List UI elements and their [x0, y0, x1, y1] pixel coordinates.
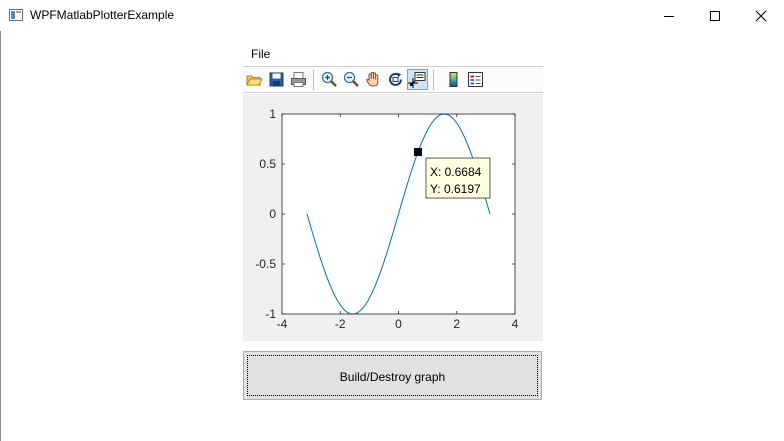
pan-button[interactable] [364, 70, 383, 89]
zoom-in-icon [321, 71, 337, 87]
title-bar[interactable]: WPFMatlabPlotterExample [0, 0, 784, 31]
toolbar-separator [313, 70, 314, 90]
app-window-icon [9, 9, 23, 21]
zoom-out-icon [343, 71, 359, 87]
datatip-marker[interactable] [413, 148, 422, 157]
print-icon [291, 72, 306, 87]
pan-hand-icon [366, 71, 379, 87]
series-line[interactable] [306, 113, 491, 315]
x-tick-label: 2 [453, 317, 460, 331]
axes-box [281, 113, 516, 315]
save-icon [269, 72, 284, 87]
toolbar-separator [433, 70, 434, 90]
window-title: WPFMatlabPlotterExample [30, 8, 175, 22]
save-button[interactable] [267, 70, 286, 89]
colorbar-icon [449, 72, 458, 87]
close-icon [755, 10, 767, 22]
x-tick-label: 0 [395, 317, 402, 331]
datatip-box[interactable] [425, 157, 491, 199]
zoom-out-button[interactable] [342, 70, 361, 89]
y-tick-label: 0 [269, 207, 276, 221]
colorbar-button[interactable] [444, 70, 463, 89]
legend-icon [468, 72, 483, 87]
minimize-button[interactable] [646, 0, 692, 31]
maximize-button[interactable] [692, 0, 738, 31]
tick-labels: -4 -2 0 2 4 -1 -0.5 0 0.5 1 [255, 107, 518, 331]
close-button[interactable] [738, 0, 784, 31]
datatip[interactable]: X: 0.6684 Y: 0.6197 [413, 148, 491, 199]
y-tick-label: -1 [265, 307, 276, 321]
menu-file[interactable]: File [251, 47, 271, 61]
rotate-3d-icon [389, 72, 402, 86]
x-tick-label: -2 [335, 317, 346, 331]
maximize-icon [710, 11, 720, 21]
line-plot[interactable]: -4 -2 0 2 4 -1 -0.5 0 0.5 1 X: 0.6684 Y: 0.6197 [243, 94, 543, 341]
focus-rectangle [247, 355, 538, 396]
zoom-in-button[interactable] [320, 70, 339, 89]
rotate-3d-button[interactable] [386, 70, 405, 89]
y-tick-label: 1 [269, 107, 276, 121]
build-destroy-graph-button[interactable]: Build/Destroy graph [243, 351, 542, 400]
datatip-y-value: Y: 0.6197 [430, 182, 481, 196]
build-destroy-graph-label: Build/Destroy graph [339, 370, 446, 384]
figure-toolbar [243, 66, 543, 93]
matlab-figure-host: File [243, 44, 543, 341]
x-tick-label: 4 [512, 317, 519, 331]
y-tick-label: 0.5 [259, 157, 276, 171]
y-tick-label: -0.5 [255, 257, 276, 271]
open-button[interactable] [245, 70, 264, 89]
menu-bar: File [243, 44, 543, 64]
legend-button[interactable] [466, 70, 485, 89]
x-tick-label: -4 [277, 317, 288, 331]
datatip-x-value: X: 0.6684 [430, 165, 482, 179]
figure-canvas[interactable]: -4 -2 0 2 4 -1 -0.5 0 0.5 1 X: 0.6684 Y: 0.6197 [243, 94, 543, 341]
open-icon [246, 75, 263, 86]
data-cursor-icon [408, 72, 426, 88]
data-cursor-button[interactable] [407, 69, 428, 90]
minimize-icon [664, 16, 674, 17]
print-button[interactable] [289, 70, 308, 89]
